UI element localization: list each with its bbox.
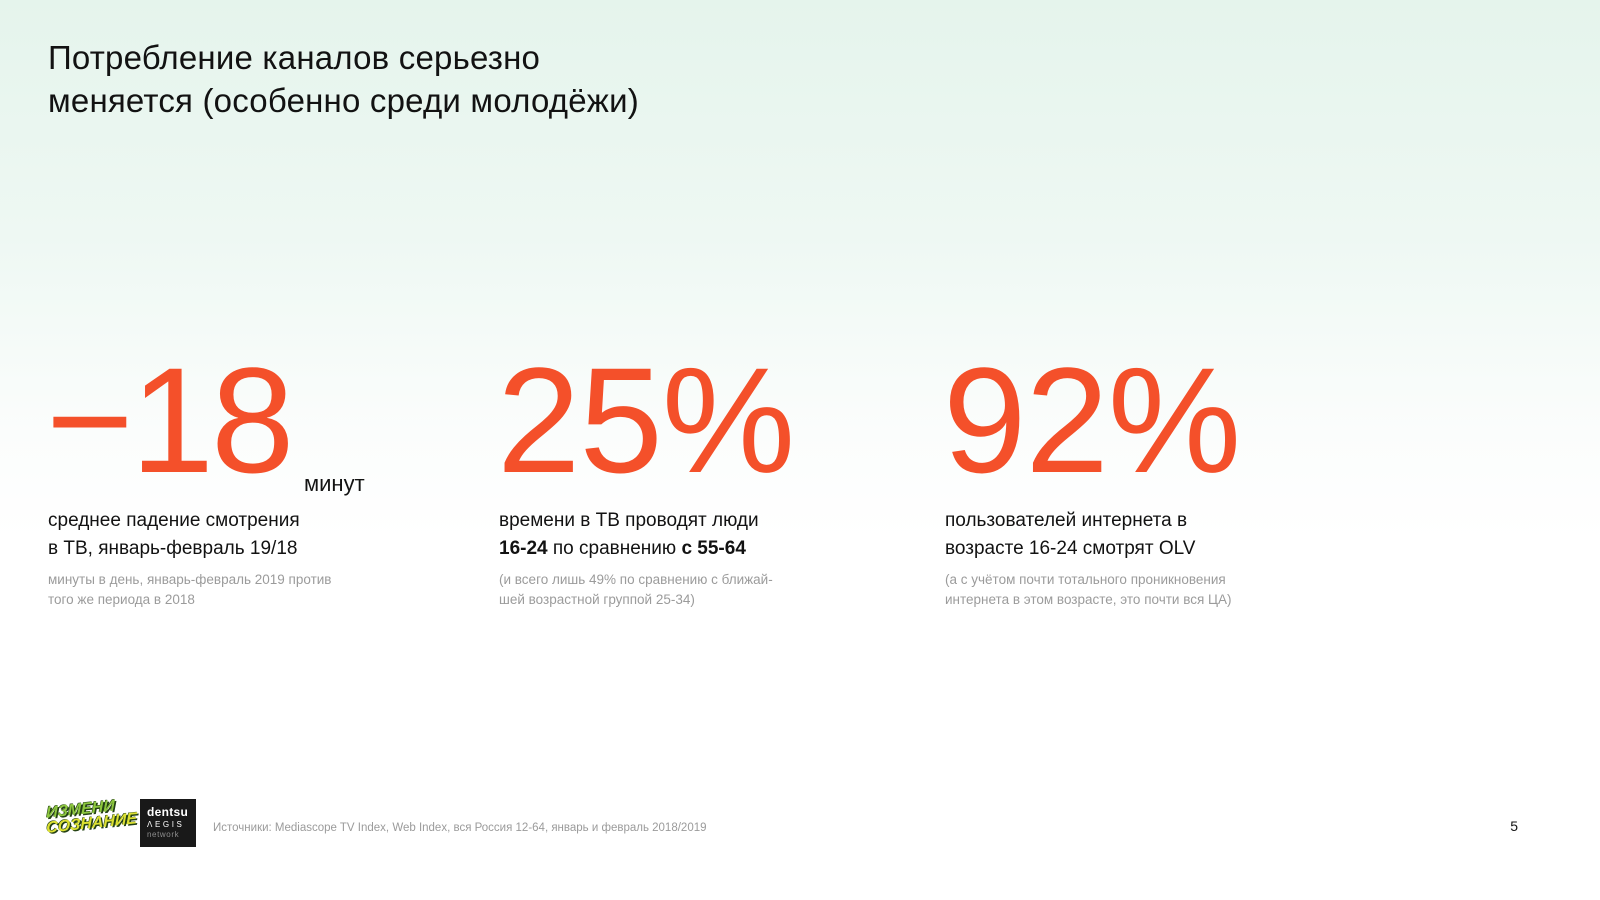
stat-value-92-percent: 92% <box>943 345 1241 495</box>
dentsu-logo-line-2: ΛEGIS <box>147 820 185 829</box>
dentsu-aegis-network-logo: dentsu ΛEGIS network <box>140 799 196 847</box>
stat-number: 92% <box>943 336 1241 504</box>
title-line-2: меняется (особенно среди молодёжи) <box>48 82 639 119</box>
dentsu-logo-line-3: network <box>147 830 180 839</box>
stat-footnote-line-1: минуты в день, январь-февраль 2019 проти… <box>48 572 332 587</box>
slide-title: Потребление каналов серьезно меняется (о… <box>48 36 639 122</box>
stat-description-line-2: в ТВ, январь-февраль 19/18 <box>48 537 298 559</box>
stat-footnote: (а с учётом почти тотального проникновен… <box>945 570 1232 609</box>
page-number: 5 <box>1510 818 1518 834</box>
dentsu-logo-line-1: dentsu <box>147 805 189 819</box>
stat-footnote-line-2: шей возрастной группой 25-34) <box>499 591 695 607</box>
sources-note: Источники: Mediascope TV Index, Web Inde… <box>213 822 707 834</box>
stat-description: пользователей интернета в возрасте 16-24… <box>945 507 1195 562</box>
title-line-1: Потребление каналов серьезно <box>48 39 541 76</box>
stat-description-line-2: 16-24 по сравнению с 55-64 <box>499 535 759 563</box>
stat-description-line-2: возрасте 16-24 смотрят OLV <box>945 537 1196 559</box>
stat-value-minus-18: −18 минут <box>46 345 365 496</box>
stat-description: времени в ТВ проводят люди 16-24 по срав… <box>499 507 759 562</box>
stat-footnote-line-2: того же периода в 2018 <box>48 591 195 607</box>
izmeni-soznanie-logo: ИЗМЕНИ СОЗНАНИЕ <box>46 796 137 836</box>
stat-unit-label: минут <box>304 471 365 496</box>
comparison-text: по сравнению <box>547 537 682 559</box>
stat-description: среднее падение смотрения в ТВ, январь-ф… <box>48 507 300 562</box>
stat-description-line-1: среднее падение смотрения <box>48 510 300 531</box>
stat-footnote: минуты в день, январь-февраль 2019 проти… <box>48 570 331 609</box>
stat-description-line-1: времени в ТВ проводят люди <box>499 510 759 531</box>
stat-value-25-percent: 25% <box>497 345 795 495</box>
stat-description-line-1: пользователей интернета в <box>945 510 1188 531</box>
stat-footnote-line-1: (и всего лишь 49% по сравнению с ближай- <box>499 572 773 587</box>
stat-number: −18 <box>46 336 294 504</box>
age-group-55-64: с 55-64 <box>681 537 746 559</box>
age-group-16-24: 16-24 <box>499 537 548 559</box>
stat-footnote-line-2: интернета в этом возрасте, это почти вся… <box>945 591 1232 607</box>
stat-number: 25% <box>497 336 795 504</box>
stat-footnote-line-1: (а с учётом почти тотального проникновен… <box>945 572 1226 587</box>
stat-footnote: (и всего лишь 49% по сравнению с ближай-… <box>499 570 773 609</box>
